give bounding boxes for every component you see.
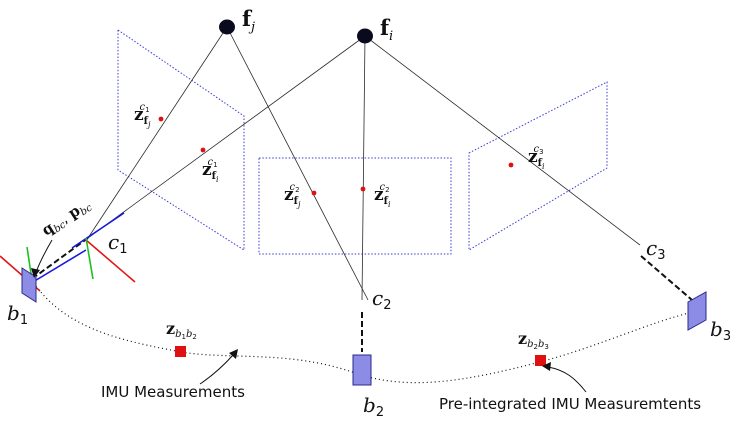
camera-c1-label: c1	[108, 230, 127, 257]
c1-axis-red	[85, 239, 136, 283]
link-c1-b1	[35, 237, 89, 277]
obs-dot-c1-fj	[158, 116, 164, 122]
imu-term-b1b2-marker	[175, 346, 186, 357]
image-plane-c1	[117, 29, 245, 251]
imu-term-b2b3-marker	[535, 355, 546, 366]
body-frame-b1	[21, 267, 37, 303]
ray-fi-c3	[364, 35, 641, 246]
c1-axis-green	[85, 237, 94, 280]
body-frame-b2	[352, 354, 372, 386]
obs-dot-c2-fi	[360, 186, 366, 192]
ray-fi-c2	[361, 35, 366, 301]
feature-fi-marker	[357, 28, 373, 44]
body-b1-axes	[0, 246, 87, 292]
obs-dot-c2-fj	[311, 190, 317, 196]
obs-dot-c1-fi	[200, 147, 206, 153]
image-plane-c3	[468, 81, 608, 251]
ray-fj-c1	[87, 26, 228, 239]
imu-term-b2b3-label: zb2b3	[518, 329, 549, 351]
imu-term-b1b2-label: zb1b2	[166, 319, 197, 341]
camera-body-links	[35, 237, 693, 352]
feature-fj-marker	[219, 19, 235, 35]
preintegrated-caption: Pre-integrated IMU Measuremtents	[439, 395, 701, 413]
feature-fi-label: fi	[380, 15, 393, 44]
ray-fi-c1	[87, 35, 366, 239]
c1-axis-blue	[71, 212, 125, 249]
obs-dot-c3-fi	[508, 162, 514, 168]
arrow-extrinsics-head	[31, 268, 40, 278]
arrow-imu-head	[229, 349, 238, 359]
obs-label-c2-fj: zfjc2	[284, 182, 301, 209]
projection-rays	[87, 26, 641, 301]
b1-axis-blue	[32, 249, 87, 283]
obs-label-c2-fi: zfic2	[374, 182, 391, 209]
arrow-preint-head	[542, 362, 551, 371]
arrow-preint	[547, 366, 587, 393]
feature-fj-label: fj	[242, 6, 255, 35]
camera-c3-label: c3	[646, 236, 665, 263]
imu-measurements-caption: IMU Measurements	[101, 383, 245, 401]
obs-label-c3-fi: zfic3	[528, 144, 545, 171]
body-b3-label: b3	[710, 317, 731, 344]
image-plane-c2	[258, 157, 452, 255]
camera-c1-axes	[71, 212, 136, 283]
body-b1-label: b1	[7, 301, 28, 328]
obs-label-c1-fi: zfic1	[202, 157, 219, 184]
body-b2-label: b2	[363, 393, 384, 420]
body-frame-b3	[687, 291, 707, 331]
observation-points	[158, 116, 514, 196]
obs-label-c1-fj: zfjc1	[134, 102, 151, 129]
link-c3-b3	[640, 255, 693, 301]
annotation-arrows	[31, 239, 587, 393]
ray-fj-c2	[226, 26, 369, 301]
arrow-imu	[199, 353, 235, 385]
extrinsics-label: qbc, pbc	[38, 195, 94, 241]
camera-c2-label: c2	[372, 286, 391, 313]
